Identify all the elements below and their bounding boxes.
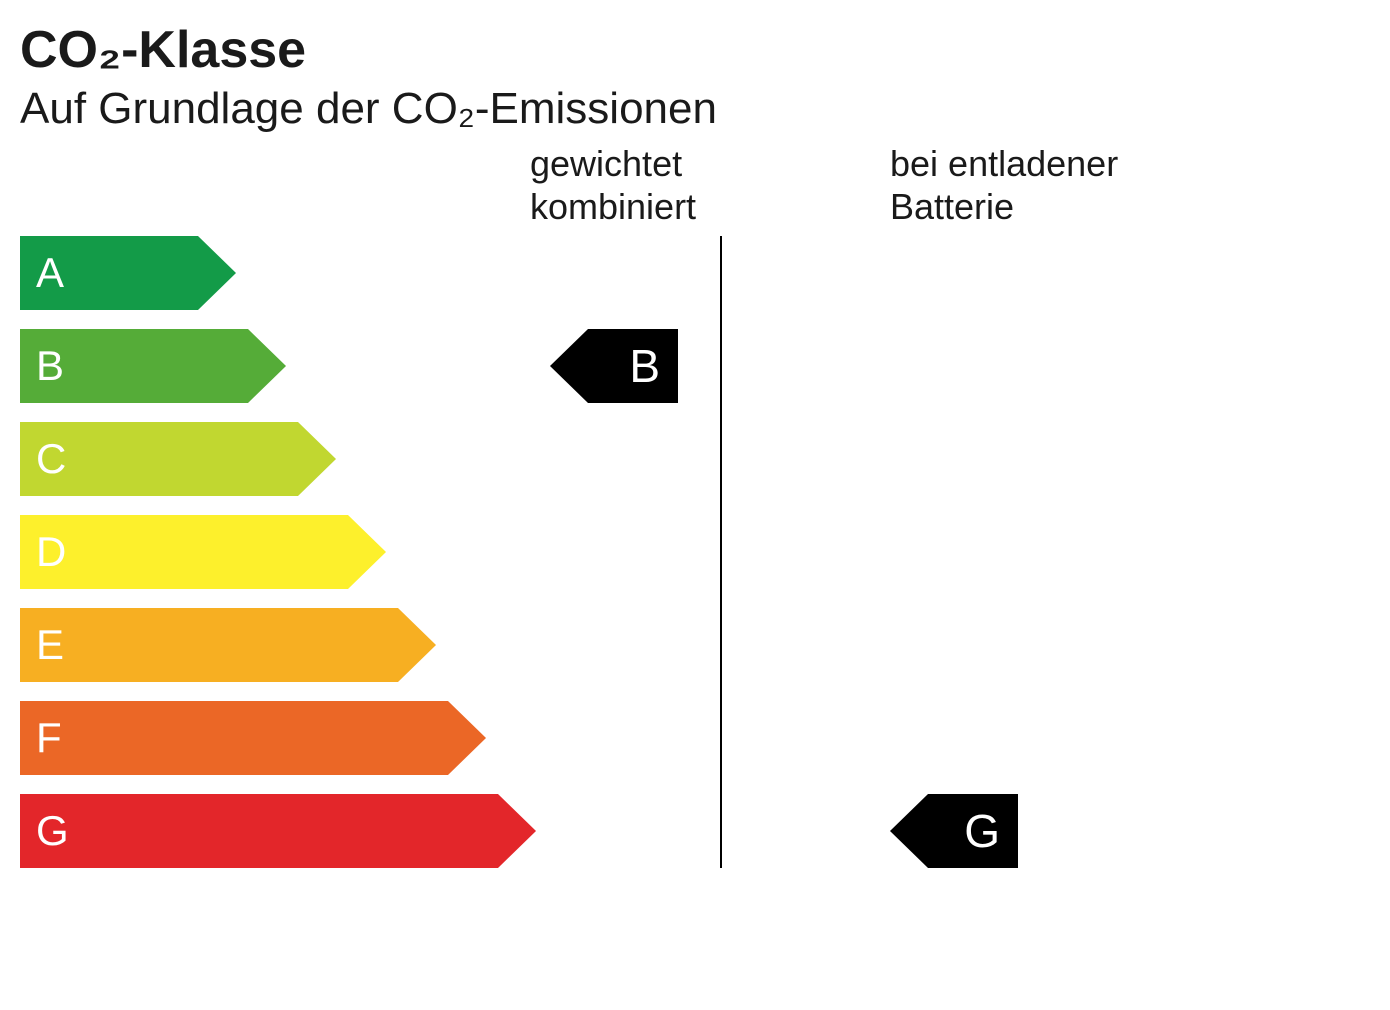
chart-subtitle: Auf Grundlage der CO₂-Emissionen <box>20 84 1370 134</box>
arrow-right-icon <box>248 329 286 403</box>
class-bar-label: G <box>20 794 498 868</box>
class-bar-label: B <box>20 329 248 403</box>
column-divider <box>720 236 722 868</box>
energy-label-chart: ABBCDEFGG <box>20 236 1370 887</box>
class-bar-d: D <box>20 515 386 589</box>
marker-depleted: G <box>890 794 1018 868</box>
class-bar-label: E <box>20 608 398 682</box>
class-bar-f: F <box>20 701 486 775</box>
column-header-weighted: gewichtet kombiniert <box>530 142 810 228</box>
column-header-depleted: bei entladener Batterie <box>890 142 1190 228</box>
column-headers: gewichtet kombiniert bei entladener Batt… <box>20 142 1370 228</box>
marker-label: B <box>588 329 678 403</box>
class-bar-c: C <box>20 422 336 496</box>
class-bar-label: C <box>20 422 298 496</box>
arrow-left-icon <box>550 329 588 403</box>
arrow-right-icon <box>448 701 486 775</box>
arrow-left-icon <box>890 794 928 868</box>
class-bar-label: D <box>20 515 348 589</box>
marker-label: G <box>928 794 1018 868</box>
class-bar-label: F <box>20 701 448 775</box>
class-bar-b: B <box>20 329 286 403</box>
class-bar-g: G <box>20 794 536 868</box>
class-bar-e: E <box>20 608 436 682</box>
class-bar-a: A <box>20 236 236 310</box>
chart-title: CO₂-Klasse <box>20 20 1370 80</box>
class-bar-label: A <box>20 236 198 310</box>
arrow-right-icon <box>498 794 536 868</box>
arrow-right-icon <box>398 608 436 682</box>
arrow-right-icon <box>348 515 386 589</box>
arrow-right-icon <box>298 422 336 496</box>
arrow-right-icon <box>198 236 236 310</box>
marker-weighted: B <box>550 329 678 403</box>
